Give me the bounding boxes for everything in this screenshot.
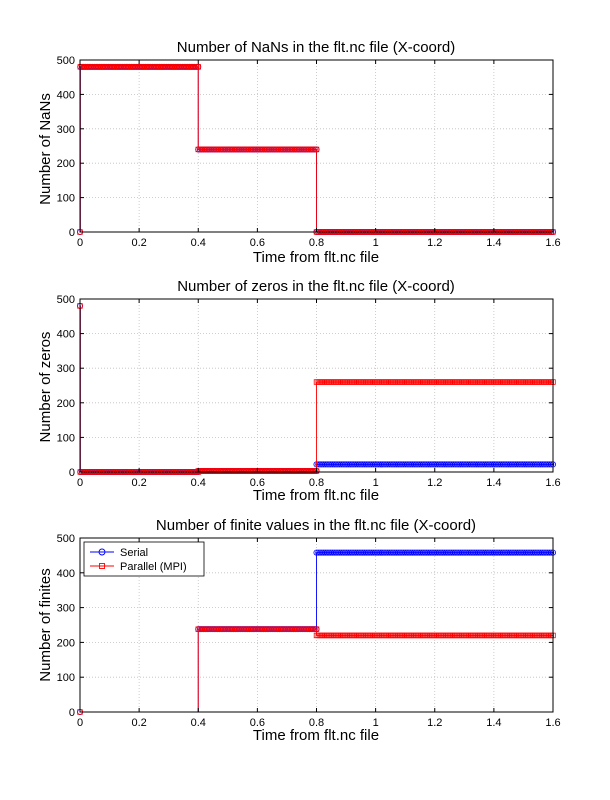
x-tick-label: 1.2 (427, 717, 442, 729)
panel-finites: Number of finite values in the flt.nc fi… (37, 517, 561, 744)
x-tick-label: 0.2 (131, 717, 146, 729)
x-tick-label: 0.6 (250, 237, 265, 249)
x-tick-label: 1 (373, 477, 379, 489)
legend-box (83, 541, 205, 577)
y-tick-label: 400 (57, 89, 75, 101)
data-point (313, 146, 320, 153)
series-markers (77, 626, 556, 715)
y-tick-label: 0 (69, 707, 75, 719)
chart-title: Number of zeros in the flt.nc file (X-co… (177, 278, 455, 295)
x-tick-label: 0.4 (191, 477, 206, 489)
x-tick-label: 1.4 (486, 237, 501, 249)
y-tick-label: 400 (57, 329, 75, 341)
x-tick-label: 1.6 (545, 477, 560, 489)
y-tick-label: 500 (57, 55, 75, 67)
legend: Serial Parallel (MPI) (83, 541, 205, 577)
x-tick-label: 1.4 (486, 477, 501, 489)
x-tick-label: 1.2 (427, 477, 442, 489)
x-tick-label: 0.2 (131, 477, 146, 489)
y-tick-label: 400 (57, 568, 75, 580)
y-tick-label: 0 (69, 227, 75, 239)
chart-title: Number of finite values in the flt.nc fi… (156, 517, 476, 534)
x-tick-label: 0.8 (309, 477, 324, 489)
legend-marker (98, 548, 106, 556)
panel-nans: Number of NaNs in the flt.nc file (X-coo… (37, 39, 561, 266)
legend-marker (99, 563, 105, 569)
y-axis-label: Number of finites (37, 568, 54, 681)
plot-area: 0 0.2 0.4 0.6 0.8 1 1.2 1.4 1.6 0 100 200 300 400 500 (57, 55, 561, 249)
chart-title: Number of NaNs in the flt.nc file (X-coo… (177, 39, 455, 56)
x-axis-label: Time from flt.nc file (253, 249, 379, 266)
x-tick-label: 0.8 (309, 717, 324, 729)
x-tick-label: 0.2 (131, 237, 146, 249)
y-axis-label: Number of NaNs (37, 93, 54, 205)
x-tick-label: 0.6 (250, 717, 265, 729)
x-tick-label: 1.6 (545, 237, 560, 249)
y-tick-label: 100 (57, 193, 75, 205)
x-tick-label: 1.6 (545, 717, 560, 729)
legend-label: Serial (120, 547, 148, 559)
y-tick-label: 100 (57, 432, 75, 444)
data-point (195, 64, 201, 70)
y-tick-label: 300 (57, 363, 75, 375)
y-axis-label: Number of zeros (37, 332, 54, 443)
y-tick-label: 500 (57, 294, 75, 306)
x-tick-label: 0 (77, 237, 83, 249)
y-tick-label: 100 (57, 672, 75, 684)
y-tick-label: 500 (57, 533, 75, 545)
x-tick-label: 1.2 (427, 237, 442, 249)
data-point (548, 461, 555, 468)
x-tick-label: 1 (373, 237, 379, 249)
x-tick-label: 0 (77, 717, 83, 729)
y-tick-label: 200 (57, 398, 75, 410)
y-tick-label: 0 (69, 467, 75, 479)
data-point (313, 626, 320, 632)
x-tick-label: 0 (77, 477, 83, 489)
legend-label: Parallel (MPI) (120, 561, 187, 573)
x-tick-label: 0.4 (191, 237, 206, 249)
x-tick-label: 1 (373, 717, 379, 729)
data-point (546, 549, 553, 556)
plot-area: 0 0.2 0.4 0.6 0.8 1 1.2 1.4 1.6 0 100 200 300 400 500 (57, 294, 561, 489)
y-tick-label: 200 (57, 158, 75, 170)
panel-zeros: Number of zeros in the flt.nc file (X-co… (37, 278, 561, 504)
x-axis-label: Time from flt.nc file (253, 727, 379, 744)
x-tick-label: 1.4 (486, 717, 501, 729)
data-point (548, 549, 555, 556)
y-tick-label: 300 (57, 124, 75, 136)
y-tick-label: 300 (57, 603, 75, 615)
x-tick-label: 0.8 (309, 237, 324, 249)
x-tick-label: 0.4 (191, 717, 206, 729)
y-tick-label: 200 (57, 637, 75, 649)
data-point (546, 461, 553, 468)
x-axis-label: Time from flt.nc file (253, 487, 379, 504)
x-tick-label: 0.6 (250, 477, 265, 489)
plot-area: 0 0.2 0.4 0.6 0.8 1 1.2 1.4 1.6 0 100 200 300 400 500 S… (57, 533, 561, 729)
